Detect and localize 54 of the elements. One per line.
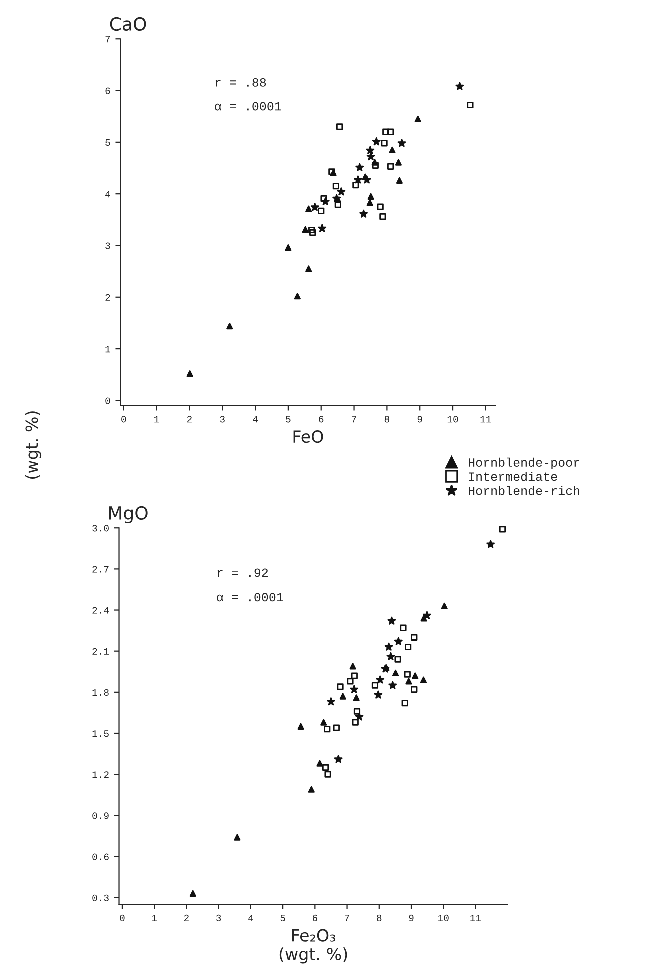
x-tick-label: 3 — [216, 914, 222, 922]
y-tick-label: 5 — [106, 140, 110, 146]
annotation: r = .88 — [216, 78, 266, 87]
y-axis-title: (wgt. %) — [25, 412, 42, 479]
y-tick-label: 6 — [106, 88, 110, 94]
x-tick-label: 7 — [345, 915, 350, 922]
y-tick-label: 2.1 — [92, 648, 110, 655]
y-tick-label: 0 — [106, 398, 110, 404]
legend-label: Hornblende-poor — [469, 458, 580, 470]
annotation: α = .0001 — [215, 102, 282, 111]
y-tick-label: 1.2 — [92, 772, 109, 778]
y-tick-label: 2 — [106, 294, 110, 301]
x-tick-label: 6 — [312, 914, 318, 922]
y-tick-label: 0.9 — [92, 812, 109, 820]
y-tick-label: 4 — [106, 191, 110, 198]
x-tick-label: 11 — [480, 416, 492, 423]
x-tick-label: 0 — [122, 416, 126, 423]
y-tick-label: 1.5 — [92, 730, 109, 738]
y-tick-label: 0.3 — [92, 894, 109, 902]
x-tick-label: 7 — [352, 416, 356, 423]
x-tick-label: 2 — [184, 914, 189, 922]
x-tick-label: 6 — [319, 416, 324, 423]
annotation: r = .92 — [218, 568, 268, 578]
x-tick-label: 4 — [253, 416, 258, 423]
x-tick-label: 3 — [220, 416, 225, 423]
x-tick-label: 1 — [152, 915, 158, 922]
y-tick-label: 2.7 — [92, 566, 109, 573]
x-axis-title: FeO — [294, 430, 324, 444]
x-tick-label: 11 — [470, 915, 482, 922]
legend-label: Hornblende-rich — [469, 486, 580, 496]
x-tick-label: 1 — [154, 416, 160, 423]
y-tick-label: 1.8 — [92, 689, 109, 696]
x-tick-label: 5 — [280, 915, 286, 922]
x-tick-label: 0 — [120, 914, 125, 922]
annotation: α = .0001 — [217, 593, 284, 602]
x-axis-title: Fe₂O₃ (wgt. %) — [280, 929, 348, 964]
y-tick-label: 7 — [106, 36, 110, 43]
chart-title: CaO — [110, 17, 146, 32]
x-tick-label: 8 — [377, 914, 382, 922]
y-tick-label: 3 — [106, 242, 110, 250]
x-tick-label: 10 — [438, 914, 449, 922]
x-tick-label: 4 — [248, 915, 254, 922]
x-tick-label: 9 — [409, 914, 414, 922]
y-tick-label: 2.4 — [92, 607, 110, 614]
y-tick-label: 0.6 — [92, 854, 109, 860]
y-tick-label: 3.0 — [92, 525, 109, 532]
x-tick-label: 8 — [384, 416, 390, 423]
y-tick-label: 1 — [106, 346, 110, 353]
chart-title: MgO — [109, 506, 148, 524]
x-tick-label: 10 — [448, 416, 458, 423]
x-tick-label: 2 — [187, 416, 192, 423]
legend-label: Intermediate — [469, 472, 558, 482]
x-tick-label: 9 — [418, 416, 422, 423]
x-tick-label: 5 — [286, 416, 291, 423]
